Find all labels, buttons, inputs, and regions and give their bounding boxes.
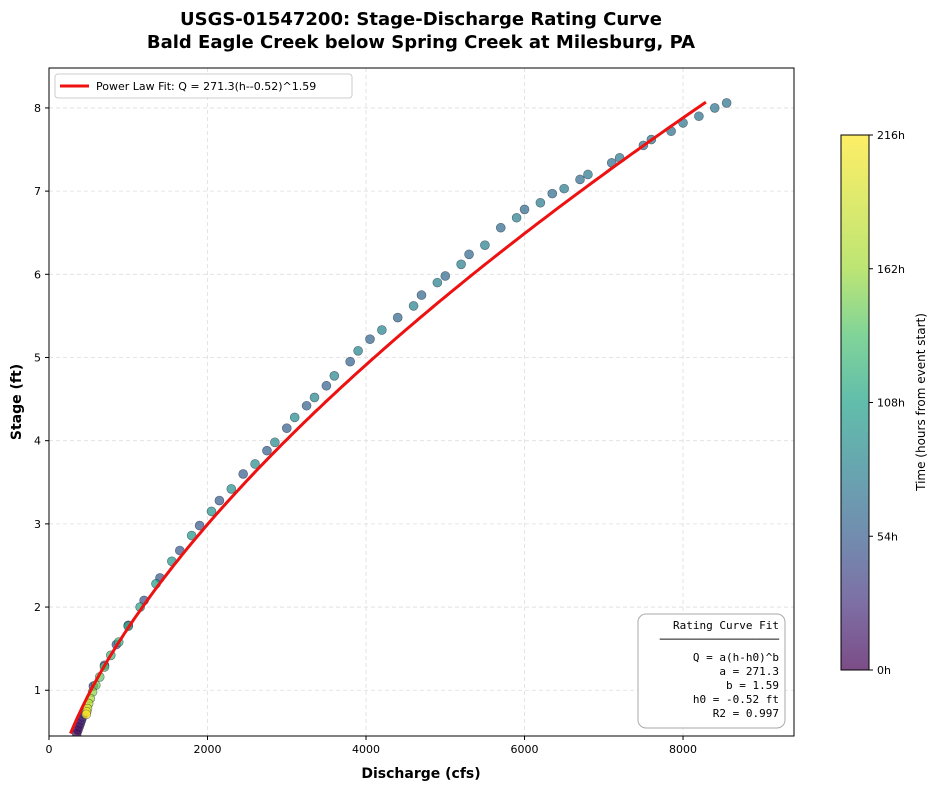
data-point: [464, 249, 474, 260]
colorbar-tick-label: 0h: [877, 664, 891, 677]
y-tick-label: 4: [34, 435, 41, 448]
data-point: [262, 445, 272, 456]
colorbar-ticks: 0h 54h 108h 162h 216h: [869, 129, 905, 677]
x-axis-ticks: 0 2000 4000 6000 8000: [46, 736, 697, 756]
data-point: [194, 520, 205, 531]
x-tick-label: 4000: [352, 743, 380, 756]
chart-title-line2: Bald Eagle Creek below Spring Creek at M…: [147, 32, 695, 53]
data-point: [353, 346, 363, 356]
data-point: [583, 169, 593, 180]
fit-stats-a: a = 271.3: [719, 665, 779, 678]
y-tick-label: 8: [34, 102, 41, 115]
x-tick-label: 0: [46, 743, 53, 756]
data-point: [416, 290, 427, 300]
data-point: [345, 356, 355, 367]
data-point: [81, 709, 92, 720]
colorbar-label: Time (hours from event start): [914, 313, 928, 492]
plot-area-frame: [48, 67, 795, 737]
x-tick-label: 6000: [511, 743, 539, 756]
x-tick-label: 8000: [669, 743, 697, 756]
data-point: [226, 484, 237, 494]
y-tick-label: 1: [34, 684, 41, 697]
data-point: [281, 423, 292, 434]
y-tick-label: 5: [34, 351, 41, 364]
data-point: [694, 111, 704, 122]
y-tick-label: 6: [34, 268, 41, 281]
data-point: [214, 495, 225, 506]
legend-box: [54, 73, 353, 99]
x-tick-label: 2000: [194, 743, 222, 756]
data-point: [270, 437, 280, 448]
data-point: [365, 334, 375, 344]
fit-stats-box: [637, 613, 786, 729]
data-point: [480, 240, 490, 250]
fit-stats-title: Rating Curve Fit: [673, 619, 779, 632]
scatter-points: [71, 98, 732, 736]
chart-title-line1: USGS-01547200: Stage-Discharge Rating Cu…: [180, 9, 662, 30]
y-tick-label: 7: [34, 185, 41, 198]
data-point: [321, 380, 332, 391]
data-point: [456, 259, 466, 270]
fit-stats-rule: ──────────────────: [659, 633, 780, 646]
data-point: [309, 392, 320, 403]
data-point: [377, 325, 387, 335]
colorbar-gradient: [840, 134, 870, 671]
data-point: [495, 222, 506, 233]
colorbar-tick-label: 216h: [877, 129, 905, 142]
y-tick-label: 2: [34, 601, 41, 614]
data-point: [238, 469, 248, 479]
fit-stats-equation: Q = a(h-h0)^b: [693, 651, 779, 664]
data-point: [440, 271, 451, 281]
power-law-fit-line: [69, 100, 707, 735]
data-point: [301, 400, 312, 411]
data-point: [206, 506, 217, 517]
data-point: [329, 370, 340, 381]
data-point: [559, 183, 569, 194]
y-tick-label: 3: [34, 518, 41, 531]
data-point: [535, 197, 546, 208]
data-point: [289, 412, 300, 423]
data-point: [408, 301, 419, 311]
grid-lines: [48, 68, 794, 736]
y-axis-ticks: 1 2 3 4 5 6 7 8: [34, 102, 49, 697]
colorbar-tick-label: 162h: [877, 263, 905, 276]
fit-stats-annotation: Rating Curve Fit ────────────────── Q = …: [637, 613, 786, 729]
data-point: [250, 459, 260, 469]
legend: Power Law Fit: Q = 271.3(h--0.52)^1.59: [54, 73, 353, 99]
data-point: [721, 98, 732, 108]
data-point: [709, 103, 720, 113]
data-point: [511, 212, 522, 223]
colorbar-tick-label: 108h: [877, 397, 905, 410]
legend-fit-label: Power Law Fit: Q = 271.3(h--0.52)^1.59: [96, 80, 316, 93]
data-point: [519, 204, 530, 215]
fit-stats-h0: h0 = -0.52 ft: [693, 693, 779, 706]
fit-stats-b: b = 1.59: [726, 679, 779, 692]
data-point: [392, 312, 403, 323]
colorbar: 0h 54h 108h 162h 216h Time (hours from event…: [840, 129, 928, 677]
fit-stats-r2: R2 = 0.997: [713, 707, 779, 720]
data-point: [547, 188, 558, 199]
data-point: [575, 174, 585, 185]
colorbar-tick-label: 54h: [877, 530, 898, 543]
y-axis-label: Stage (ft): [9, 364, 25, 440]
fit-curve-layer: [69, 100, 707, 735]
data-point: [432, 277, 443, 288]
x-axis-label: Discharge (cfs): [361, 766, 480, 782]
